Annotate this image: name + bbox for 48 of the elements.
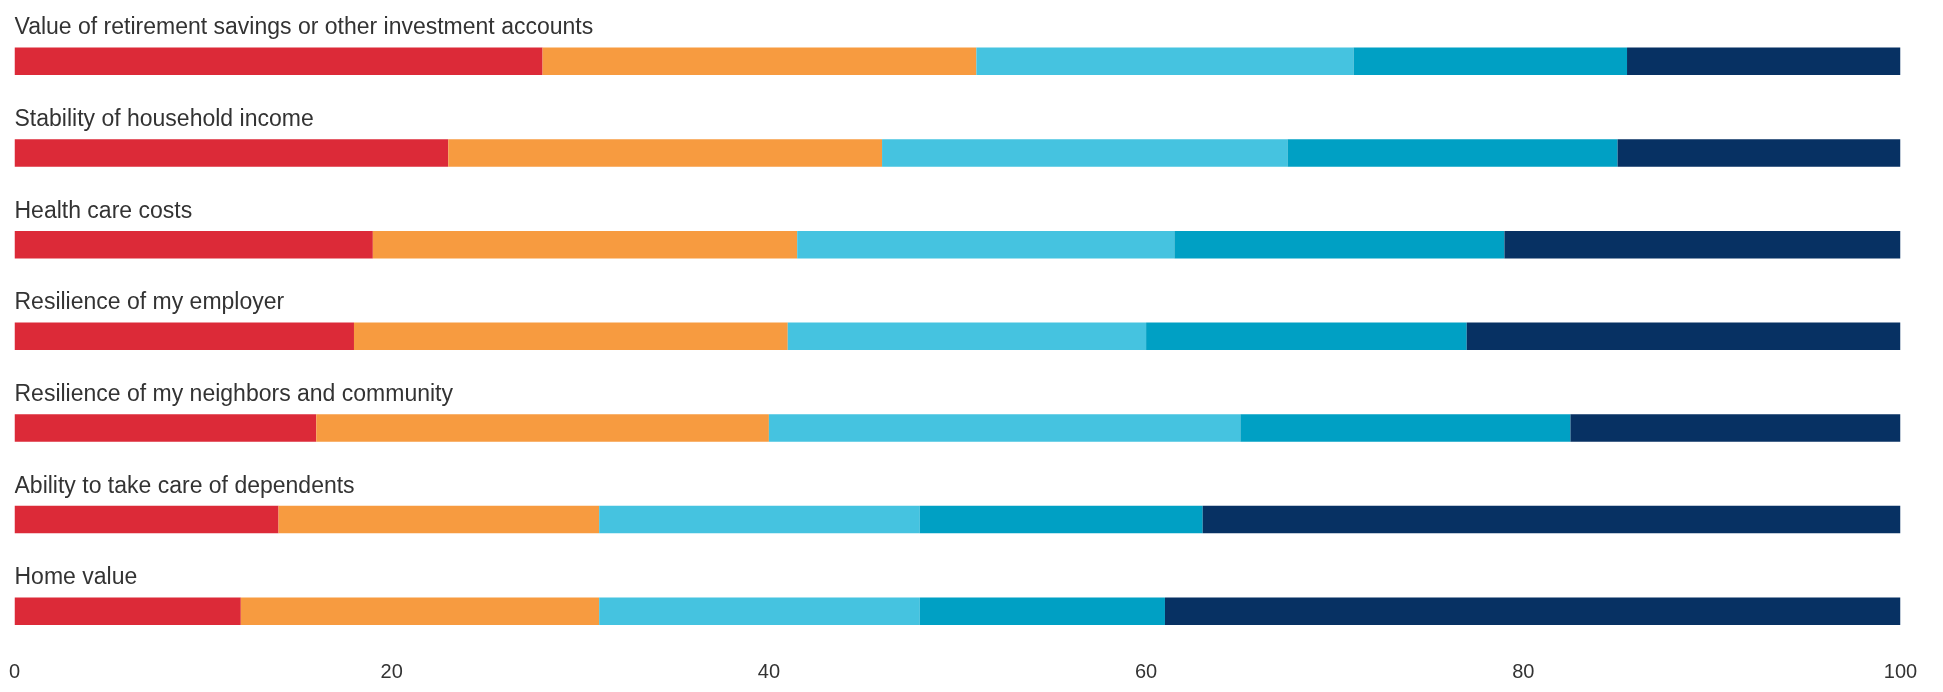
y-tick-label: Home value	[14, 563, 138, 590]
bar	[448, 139, 883, 167]
bar	[372, 230, 798, 259]
bar	[14, 414, 317, 442]
bar	[919, 597, 1165, 625]
y-tick-label: Value of retirement savings or other investment accounts	[14, 13, 594, 40]
bar	[787, 322, 1147, 351]
bar	[1617, 139, 1901, 167]
bar	[1202, 505, 1901, 534]
y-tick-label: Health care costs	[14, 196, 193, 223]
bar	[919, 505, 1203, 534]
bar	[14, 230, 373, 259]
x-tick-label: 20	[380, 659, 403, 682]
bar	[1287, 139, 1618, 167]
bar	[1164, 597, 1901, 625]
bar	[1353, 47, 1628, 76]
bar	[1466, 322, 1901, 351]
bar	[278, 505, 600, 534]
bar	[976, 47, 1354, 76]
x-tick-label: 0	[8, 659, 21, 682]
bar	[882, 139, 1288, 167]
bar	[542, 47, 977, 76]
y-tick-label: Stability of household income	[14, 104, 314, 131]
bar	[599, 505, 920, 534]
bar	[1146, 322, 1467, 351]
y-tick-label: Resilience of my neighbors and community	[14, 379, 454, 406]
bar	[599, 597, 920, 625]
y-tick-label: Resilience of my employer	[14, 288, 285, 315]
x-tick-label: 100	[1883, 659, 1918, 682]
x-tick-label: 60	[1134, 659, 1158, 682]
bar	[14, 47, 543, 76]
bar	[1174, 230, 1505, 259]
bar	[1570, 414, 1901, 442]
bar	[1627, 47, 1901, 76]
x-tick-label: 40	[757, 659, 781, 682]
bar	[14, 139, 449, 167]
bar	[1240, 414, 1571, 442]
bar	[316, 414, 769, 442]
x-tick-label: 80	[1512, 659, 1535, 682]
y-tick-label: Ability to take care of dependents	[14, 471, 355, 498]
bar	[14, 597, 241, 625]
bar	[14, 322, 354, 351]
bar	[240, 597, 600, 625]
bar	[353, 322, 788, 351]
bar	[797, 230, 1175, 259]
bar	[768, 414, 1241, 442]
bar	[1504, 230, 1901, 259]
bar	[14, 505, 279, 534]
